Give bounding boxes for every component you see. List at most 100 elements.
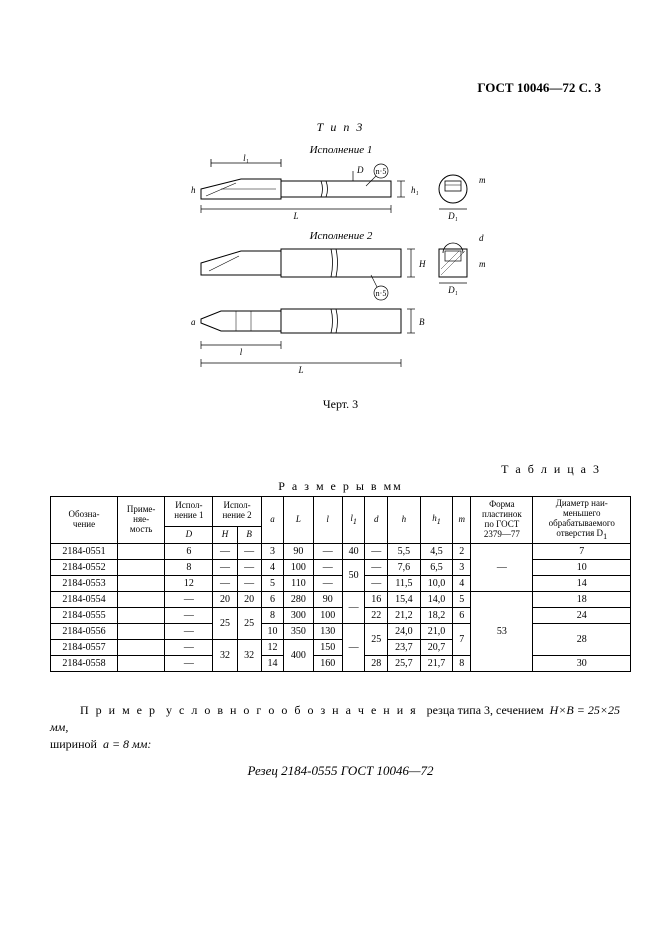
cell: 4,5	[420, 544, 453, 560]
cell: 20,7	[420, 640, 453, 656]
cell: 2184-0551	[51, 544, 118, 560]
th-H: H	[213, 526, 237, 544]
table-row: 2184-0554—2020628090—1615,414,055318	[51, 592, 631, 608]
cell: 10	[261, 624, 284, 640]
th-plate: Форма пластинок по ГОСТ 2379—77	[471, 497, 533, 544]
th-L: L	[284, 497, 313, 544]
svg-text:D₁: D₁	[447, 285, 458, 295]
cell: 53	[471, 592, 533, 672]
table-row: 2184-05528——4100—50—7,66,5310	[51, 560, 631, 576]
svg-text:h: h	[191, 185, 196, 195]
cell: —	[213, 560, 237, 576]
cell: 2184-0555	[51, 608, 118, 624]
cell: 2184-0556	[51, 624, 118, 640]
th-exec1: Испол- нение 1	[165, 497, 213, 527]
cell	[118, 576, 165, 592]
exec1-end-view	[439, 175, 467, 203]
th-min-diam: Диаметр наи- меньшего обрабатываемого от…	[533, 497, 631, 544]
cell: —	[313, 544, 342, 560]
cell: 22	[365, 608, 388, 624]
type-label: Т и п 3	[50, 120, 631, 135]
exec2-label: Исполнение 2	[308, 230, 372, 242]
svg-text:n·5: n·5	[375, 289, 386, 298]
cell: 4	[261, 560, 284, 576]
svg-text:a: a	[191, 317, 196, 327]
cell: —	[237, 560, 261, 576]
svg-text:m: m	[479, 175, 486, 185]
cell: 18	[533, 592, 631, 608]
cell: 21,0	[420, 624, 453, 640]
table-number-label: Т а б л и ц а 3	[50, 462, 601, 477]
cell: 160	[313, 656, 342, 672]
cell: 5	[453, 592, 471, 608]
svg-text:n·5: n·5	[375, 167, 386, 176]
cell: 23,7	[388, 640, 421, 656]
svg-text:D₁: D₁	[447, 211, 458, 221]
exec2-side-view: n·5	[201, 249, 401, 300]
cell: 6	[261, 592, 284, 608]
cell: 50	[342, 560, 365, 592]
cell: 32	[237, 640, 261, 672]
technical-drawing: Исполнение 1 l₁ D n·5 h₁	[181, 141, 501, 391]
cell: 7	[533, 544, 631, 560]
cell: 8	[453, 656, 471, 672]
cell: 130	[313, 624, 342, 640]
exec2-top-view	[201, 309, 401, 333]
standard-header: ГОСТ 10046—72 С. 3	[477, 80, 601, 96]
cell: —	[165, 608, 213, 624]
th-m: m	[453, 497, 471, 544]
svg-text:m: m	[479, 259, 486, 269]
cell: 12	[165, 576, 213, 592]
example-designation-spaced: у с л о в н о г о о б о з н а ч е н и я	[166, 703, 418, 717]
th-applicability: Приме- няе- мость	[118, 497, 165, 544]
cell: 6	[165, 544, 213, 560]
cell: —	[165, 592, 213, 608]
cell: —	[365, 560, 388, 576]
cell	[118, 656, 165, 672]
cell: 8	[261, 608, 284, 624]
svg-text:D: D	[356, 165, 364, 175]
cell: 28	[365, 656, 388, 672]
th-h: h	[388, 497, 421, 544]
svg-text:H: H	[418, 259, 426, 269]
cell: 150	[313, 640, 342, 656]
dimensions-label: Р а з м е р ы в мм	[50, 479, 631, 494]
cell: —	[165, 624, 213, 640]
table-row: 2184-0556—10350130—2524,021,0728	[51, 624, 631, 640]
cell: 20	[213, 592, 237, 608]
example-cutter: Резец 2184-0555 ГОСТ 10046—72	[50, 763, 631, 779]
cell: —	[213, 544, 237, 560]
cell: 100	[313, 608, 342, 624]
cell: 15,4	[388, 592, 421, 608]
exec1-side-view: D n·5	[201, 164, 391, 199]
cell: —	[342, 592, 365, 624]
cell: 6	[453, 608, 471, 624]
cell: 11,5	[388, 576, 421, 592]
cell: —	[165, 640, 213, 656]
cell: 100	[284, 560, 313, 576]
cell: 90	[313, 592, 342, 608]
cell: 25	[365, 624, 388, 656]
th-D: D	[165, 526, 213, 544]
table-row: 2184-0555—252583001002221,218,2624	[51, 608, 631, 624]
cell: 5	[261, 576, 284, 592]
cell: 4	[453, 576, 471, 592]
exec1-label: Исполнение 1	[308, 144, 372, 156]
svg-text:l: l	[239, 347, 242, 357]
cell: 25,7	[388, 656, 421, 672]
cell: 2184-0554	[51, 592, 118, 608]
svg-text:B: B	[419, 317, 425, 327]
example-text: П р и м е р у с л о в н о г о о б о з н …	[50, 702, 631, 752]
cell: —	[342, 624, 365, 672]
svg-text:l₁: l₁	[243, 153, 249, 163]
cell: 16	[365, 592, 388, 608]
cell: 6,5	[420, 560, 453, 576]
cell: 20	[237, 592, 261, 608]
cell: 8	[165, 560, 213, 576]
cell: 24,0	[388, 624, 421, 640]
cell: 24	[533, 608, 631, 624]
cell: 12	[261, 640, 284, 656]
cell: 10	[533, 560, 631, 576]
cell: 3	[261, 544, 284, 560]
cell: 2184-0558	[51, 656, 118, 672]
